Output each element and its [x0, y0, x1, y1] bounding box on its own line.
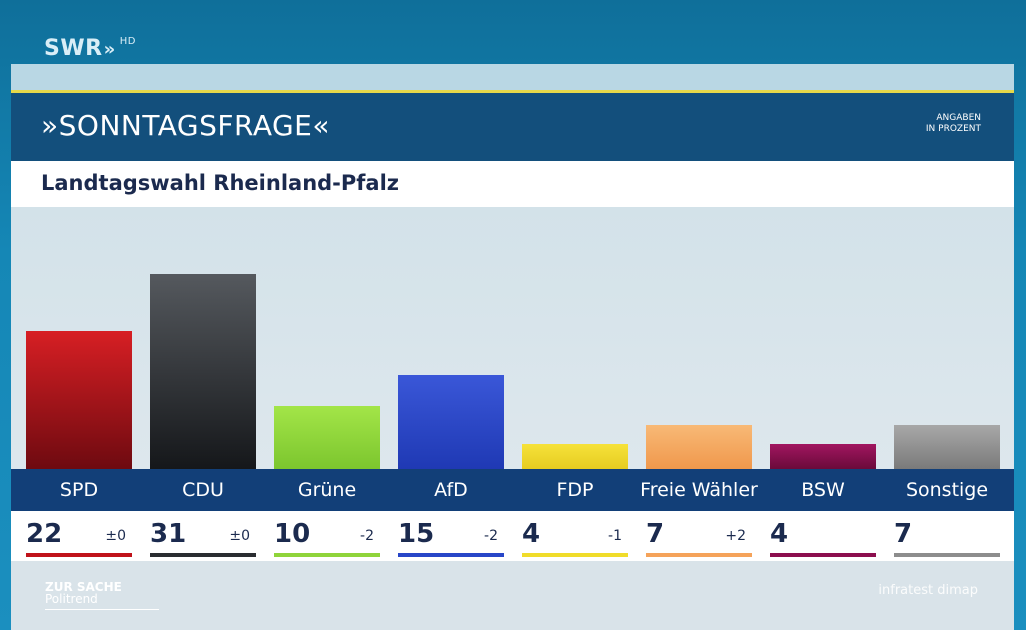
change-label: ±0 [229, 528, 250, 544]
category-label: Sonstige [905, 479, 989, 501]
top-strip [11, 64, 1014, 90]
change-label: -1 [608, 528, 622, 544]
value-label: 7 [646, 519, 665, 549]
value-label: 31 [150, 519, 187, 549]
value-label: 4 [522, 519, 541, 549]
category-label: AfD [434, 479, 468, 501]
value-cell: 7 +2 [646, 511, 752, 561]
category-label: Grüne [297, 479, 357, 501]
chart-subtitle: Landtagswahl Rheinland-Pfalz [41, 171, 400, 195]
show-logo: ZUR SACHE Politrend [45, 581, 122, 605]
party-color-underline [646, 553, 752, 557]
change-label: -2 [484, 528, 498, 544]
value-cell: 10 -2 [274, 511, 380, 561]
party-color-underline [274, 553, 380, 557]
value-cell: 31 ±0 [150, 511, 256, 561]
value-cell: 7 [894, 511, 1000, 561]
unit-note-line1: ANGABEN [936, 113, 981, 123]
show-subtitle: Politrend [45, 592, 98, 606]
value-label: 10 [274, 519, 311, 549]
source-credit: infratest dimap [878, 583, 978, 598]
party-color-underline [522, 553, 628, 557]
bar-sonstige [894, 424, 1000, 469]
bar-gruene [274, 406, 380, 469]
value-cell: 4 [770, 511, 876, 561]
swr-logo: SWR» HD [44, 36, 136, 61]
show-title: ZUR SACHE [45, 580, 122, 594]
value-cell: 4 -1 [522, 511, 628, 561]
value-cell: 22 ±0 [26, 511, 132, 561]
bar-fdp [522, 443, 628, 469]
unit-note: ANGABEN IN PROZENT [861, 113, 981, 135]
chart-panel: »SONNTAGSFRAGE« ANGABEN IN PROZENT Landt… [11, 64, 1014, 630]
unit-note-line2: IN PROZENT [925, 124, 981, 134]
category-label: SPD [59, 479, 99, 501]
category-label: Freie Wähler [640, 479, 758, 501]
bar-cdu [150, 274, 256, 469]
show-logo-underline [45, 609, 159, 610]
value-label: 4 [770, 519, 789, 549]
party-color-underline [26, 553, 132, 557]
bar-afd [398, 374, 504, 469]
plot-area [11, 207, 1014, 469]
title-bar: »SONNTAGSFRAGE« ANGABEN IN PROZENT [11, 93, 1014, 161]
category-label: FDP [556, 479, 594, 501]
party-color-underline [150, 553, 256, 557]
value-row: 22 ±0 31 ±0 10 -2 15 -2 4 -1 7 +2 4 7 [11, 511, 1014, 561]
change-label: -2 [360, 528, 374, 544]
category-label: CDU [182, 479, 224, 501]
change-label: +2 [725, 528, 746, 544]
bar-freie-waehler [646, 424, 752, 469]
chart-title: »SONNTAGSFRAGE« [41, 109, 331, 142]
subtitle-bar: Landtagswahl Rheinland-Pfalz [11, 161, 1014, 207]
value-label: 15 [398, 519, 435, 549]
value-label: 22 [26, 519, 63, 549]
category-label: BSW [801, 479, 845, 501]
bar-bsw [770, 443, 876, 469]
footer: ZUR SACHE Politrend infratest dimap [11, 561, 1014, 630]
party-color-underline [770, 553, 876, 557]
bar-spd [26, 330, 132, 469]
change-label: ±0 [105, 528, 126, 544]
value-cell: 15 -2 [398, 511, 504, 561]
accent-line [11, 90, 1014, 93]
party-color-underline [894, 553, 1000, 557]
value-label: 7 [894, 519, 913, 549]
party-label-bar: SPD CDU Grüne AfD FDP Freie Wähler BSW Sonstige [11, 469, 1014, 511]
party-color-underline [398, 553, 504, 557]
